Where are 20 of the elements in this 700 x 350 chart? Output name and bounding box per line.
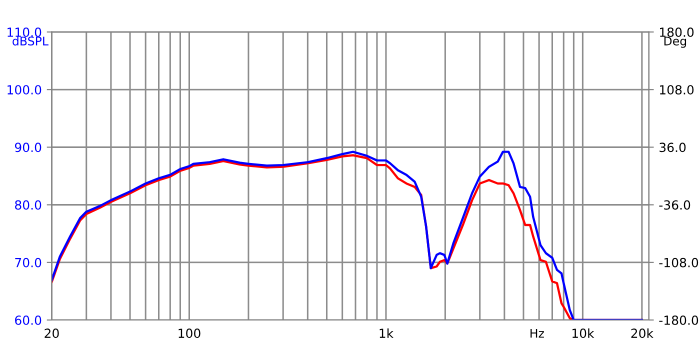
x-tick-label: 10k [572, 328, 594, 338]
y-tick-label: 100.0 [8, 85, 42, 95]
y2-axis-title: Deg [664, 36, 686, 48]
y2-tick-label: -36.0 [659, 200, 690, 210]
y-tick-label: 90.0 [14, 142, 42, 152]
x-tick-label: 1k [380, 328, 394, 338]
y-tick-label: 110.0 [8, 27, 42, 37]
y2-tick-label: -108.0 [659, 258, 698, 268]
y2-tick-label: 180.0 [660, 27, 694, 37]
y2-tick-label: 108.0 [660, 85, 694, 95]
y2-tick-label: -180.0 [659, 315, 698, 325]
x-tick-label: 20k [631, 328, 654, 338]
y-tick-label: 80.0 [15, 200, 42, 210]
x-tick-label: 100 [178, 328, 200, 338]
y2-tick-label: 36.0 [660, 142, 686, 152]
x-axis-title: Hz [530, 329, 544, 338]
y-tick-label: 70.0 [15, 258, 42, 268]
y-axis-title: dBSPL [12, 36, 48, 46]
x-tick-label: 20 [44, 328, 59, 338]
y-tick-label: 60.0 [15, 315, 42, 325]
